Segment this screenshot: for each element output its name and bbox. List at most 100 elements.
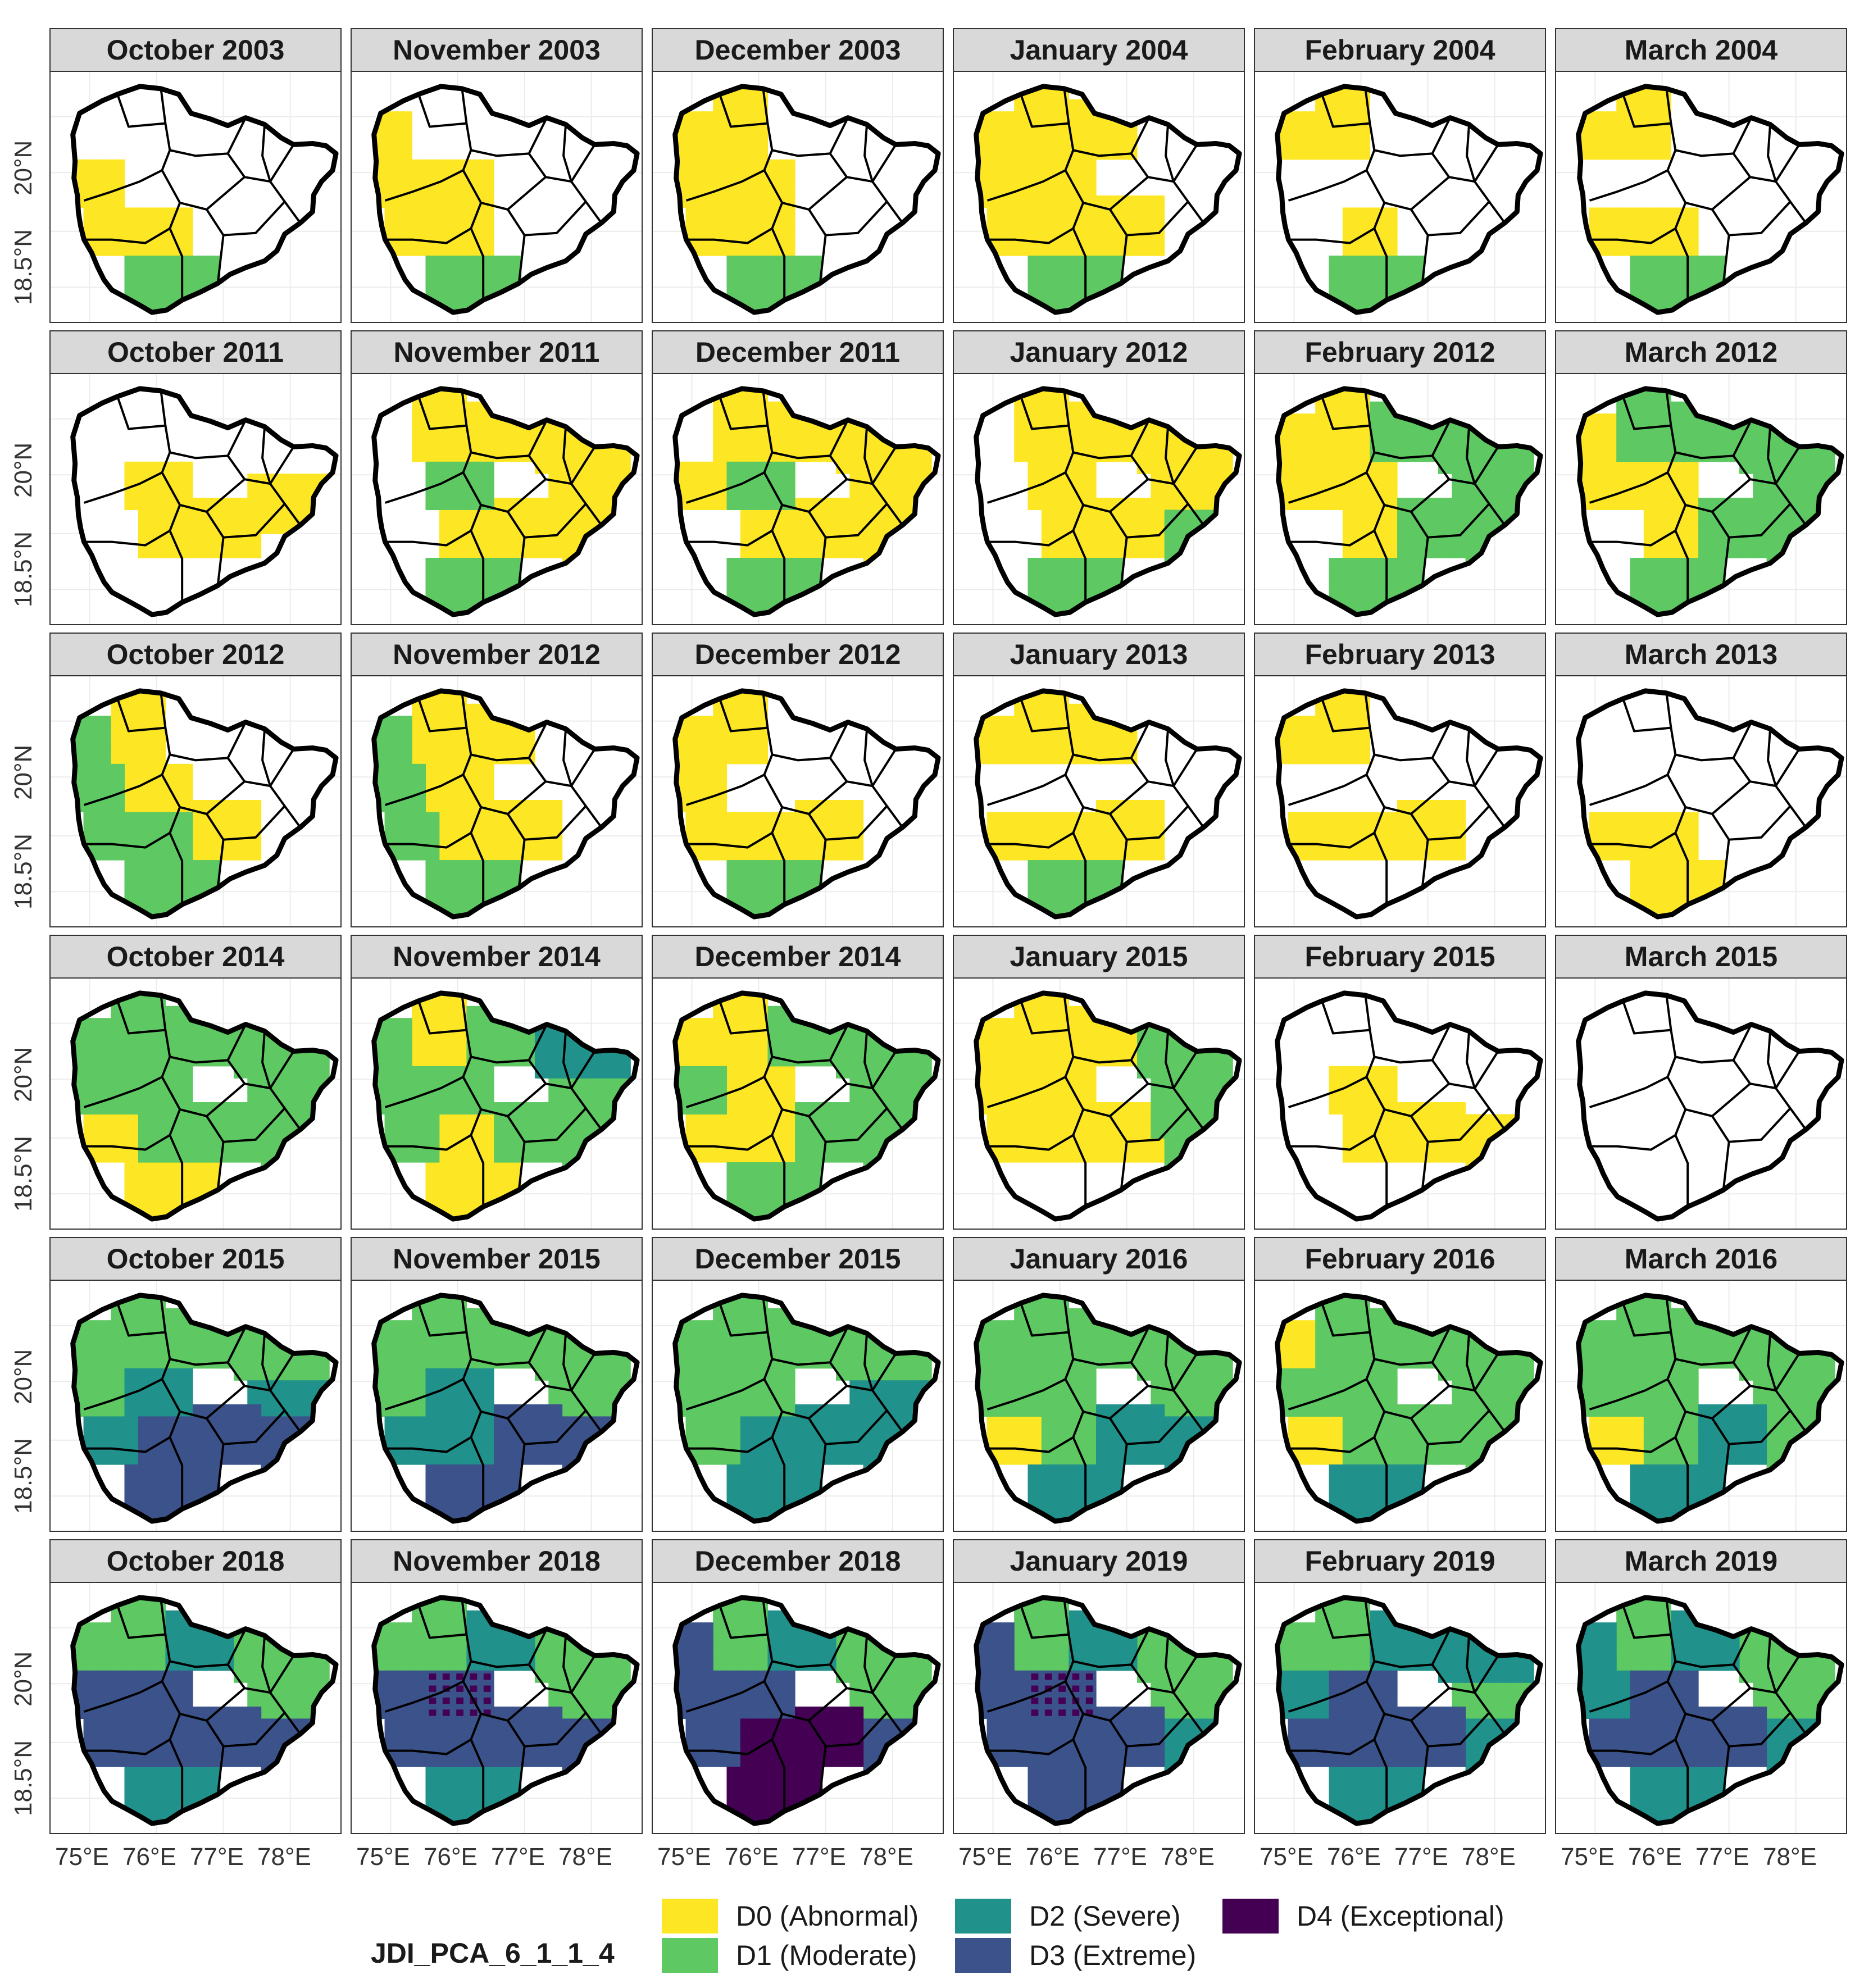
drought-cell	[425, 474, 440, 486]
drought-cell	[726, 159, 741, 172]
drought-cell	[165, 1488, 180, 1501]
drought-cell	[466, 279, 481, 292]
drought-cell	[589, 1404, 604, 1417]
drought-cell	[1411, 509, 1425, 522]
basin-outline	[1275, 84, 1543, 315]
panel-title: December 2012	[652, 633, 944, 676]
drought-cell	[138, 498, 152, 511]
drought-cell	[835, 1126, 850, 1139]
drought-cell	[124, 498, 139, 511]
drought-cell	[917, 1054, 932, 1067]
drought-cell	[1329, 739, 1343, 752]
subbasin-boundary	[1165, 124, 1175, 182]
drought-cell	[193, 1126, 207, 1139]
drought-cell	[1630, 207, 1644, 220]
drought-cell	[97, 195, 111, 208]
drought-cell	[1479, 1114, 1493, 1127]
drought-cell	[152, 256, 166, 269]
drought-cell	[247, 509, 262, 522]
drought-cell	[507, 872, 522, 885]
drought-cell	[795, 606, 809, 615]
drought-cell	[1136, 219, 1151, 232]
map-plot-area	[49, 979, 342, 1230]
drought-cell	[1684, 425, 1699, 438]
drought-cell	[1014, 836, 1029, 849]
drought-cell	[138, 812, 152, 825]
drought-cell	[1177, 413, 1192, 426]
drought-cell	[1643, 594, 1658, 607]
drought-cell	[1082, 836, 1097, 849]
drought-cell	[439, 994, 453, 1007]
drought-cell	[1014, 752, 1029, 765]
drought-cell	[521, 1150, 535, 1163]
drought-cell	[384, 1320, 399, 1333]
drought-cell	[480, 159, 494, 172]
drought-cell	[1329, 581, 1343, 594]
subbasin-boundary	[863, 1031, 874, 1089]
drought-cell	[781, 219, 795, 232]
drought-cell	[534, 461, 549, 474]
drought-cell	[138, 1476, 152, 1489]
drought-cell	[863, 1090, 878, 1103]
drought-cell	[740, 716, 754, 729]
drought-cell	[1096, 521, 1110, 534]
drought-cell	[890, 474, 905, 486]
y-tick-label: 20°N	[10, 140, 37, 195]
drought-cell	[1397, 509, 1411, 522]
drought-cell	[1657, 581, 1672, 594]
drought-cell	[439, 449, 453, 462]
drought-cell	[1452, 1114, 1466, 1127]
drought-cell	[904, 449, 919, 462]
drought-cell	[1329, 558, 1343, 571]
panel-title: February 2015	[1254, 935, 1546, 979]
panel-title: November 2015	[351, 1237, 643, 1281]
drought-cell	[1000, 147, 1015, 160]
drought-cell	[1000, 1102, 1015, 1115]
drought-cell	[1028, 1006, 1042, 1018]
drought-cell	[1205, 1030, 1220, 1043]
drought-cell	[1219, 1030, 1233, 1043]
drought-cell	[398, 824, 412, 836]
drought-cell	[1643, 570, 1658, 583]
drought-cell	[1082, 545, 1097, 558]
drought-cell	[740, 195, 754, 208]
drought-cell	[507, 1041, 522, 1054]
drought-cell	[425, 413, 440, 426]
basin-map	[653, 374, 943, 624]
drought-cell	[1643, 824, 1658, 836]
drought-cell	[274, 509, 289, 522]
drought-cell	[111, 1320, 125, 1333]
drought-cell	[1383, 545, 1398, 558]
drought-cell	[494, 1356, 508, 1369]
drought-cell	[849, 425, 864, 438]
drought-cell	[534, 1114, 549, 1127]
drought-cell	[233, 1356, 248, 1369]
drought-cell	[193, 1210, 207, 1220]
drought-cell	[1342, 509, 1357, 522]
drought-cell	[453, 231, 467, 244]
drought-cell	[1479, 498, 1493, 511]
drought-cell	[398, 848, 412, 861]
drought-cell	[1041, 1006, 1056, 1018]
subbasin-boundary	[771, 530, 786, 603]
drought-cell	[876, 1078, 891, 1091]
drought-cell	[904, 534, 919, 547]
drought-cell	[453, 812, 467, 825]
drought-cell	[849, 521, 864, 534]
drought-cell	[507, 437, 522, 450]
subbasin-boundary	[169, 1436, 184, 1509]
drought-cell	[917, 1102, 932, 1115]
drought-cell	[726, 581, 741, 594]
drought-cell	[1712, 292, 1726, 304]
drought-cell	[412, 171, 426, 184]
drought-cell	[1041, 545, 1056, 558]
y-tick-label: 20°N	[10, 1349, 37, 1404]
drought-cell	[781, 1030, 795, 1043]
drought-cell	[603, 1162, 617, 1175]
drought-cell	[466, 558, 481, 571]
drought-cell	[453, 1320, 467, 1333]
map-panel: December 2003	[652, 28, 944, 323]
drought-cell	[795, 449, 809, 462]
drought-cell	[726, 703, 741, 716]
drought-cell	[480, 1041, 494, 1054]
